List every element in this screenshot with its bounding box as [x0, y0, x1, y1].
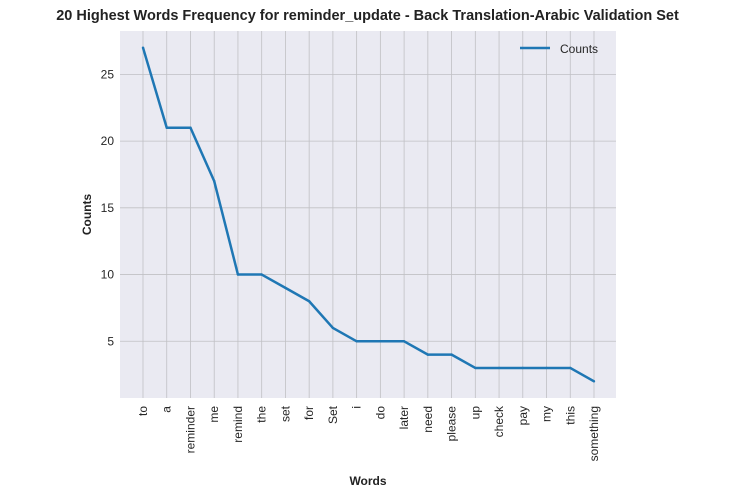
data-point [165, 126, 168, 129]
x-tick-label: i [350, 406, 364, 409]
series-line-counts [141, 47, 595, 383]
y-tick-label: 15 [101, 201, 115, 215]
data-point [236, 273, 240, 276]
data-point [474, 366, 477, 370]
x-tick-label: check [492, 405, 506, 437]
data-point [189, 126, 192, 129]
x-tick-label: need [421, 406, 435, 433]
x-tick-label: do [373, 406, 387, 420]
y-axis-label: Counts [80, 194, 94, 236]
legend-label: Counts [560, 42, 598, 56]
data-point [331, 326, 335, 330]
y-tick-label: 5 [107, 334, 114, 348]
data-point [592, 380, 596, 383]
x-tick-label: set [278, 405, 292, 422]
data-point [213, 179, 216, 183]
x-tick-label: for [302, 406, 316, 420]
y-tick-label: 25 [101, 67, 115, 81]
chart-title: 20 Highest Words Frequency for reminder_… [56, 8, 679, 24]
data-point [307, 300, 311, 303]
data-point [569, 366, 572, 370]
x-tick-label: remind [231, 406, 245, 443]
x-tick-label: me [207, 406, 221, 423]
x-tick-label: the [255, 406, 269, 423]
y-tick-labels: 5 10 15 20 25 [101, 67, 115, 348]
y-tick-label: 20 [101, 134, 115, 148]
x-tick-label: please [445, 406, 459, 442]
series-marks [141, 46, 596, 383]
x-tick-label: pay [516, 406, 530, 425]
x-tick-label: something [587, 406, 601, 461]
x-tick-label: reminder [183, 406, 197, 453]
x-tick-label: my [540, 406, 554, 422]
data-point [450, 353, 453, 356]
legend: Counts [520, 42, 598, 56]
x-tick-label: a [160, 406, 174, 413]
data-point [355, 340, 358, 343]
data-point [379, 340, 382, 343]
x-tick-labels: to a reminder me remind the set for Set i do later n… [136, 405, 601, 461]
data-point [426, 353, 430, 356]
data-point [260, 273, 263, 276]
x-tick-label: this [563, 406, 577, 425]
x-axis-label: Words [349, 474, 386, 488]
grid-lines [120, 31, 616, 398]
x-tick-label: up [468, 406, 482, 420]
x-tick-label: to [136, 406, 150, 416]
data-point [284, 286, 287, 290]
plot-background [120, 31, 616, 398]
y-tick-label: 10 [101, 268, 115, 282]
x-tick-label: Set [326, 405, 340, 424]
x-tick-label: later [397, 406, 411, 429]
data-point [141, 46, 145, 49]
data-point [402, 340, 406, 343]
data-point [521, 366, 524, 370]
data-point [545, 366, 548, 370]
data-point [497, 366, 501, 370]
